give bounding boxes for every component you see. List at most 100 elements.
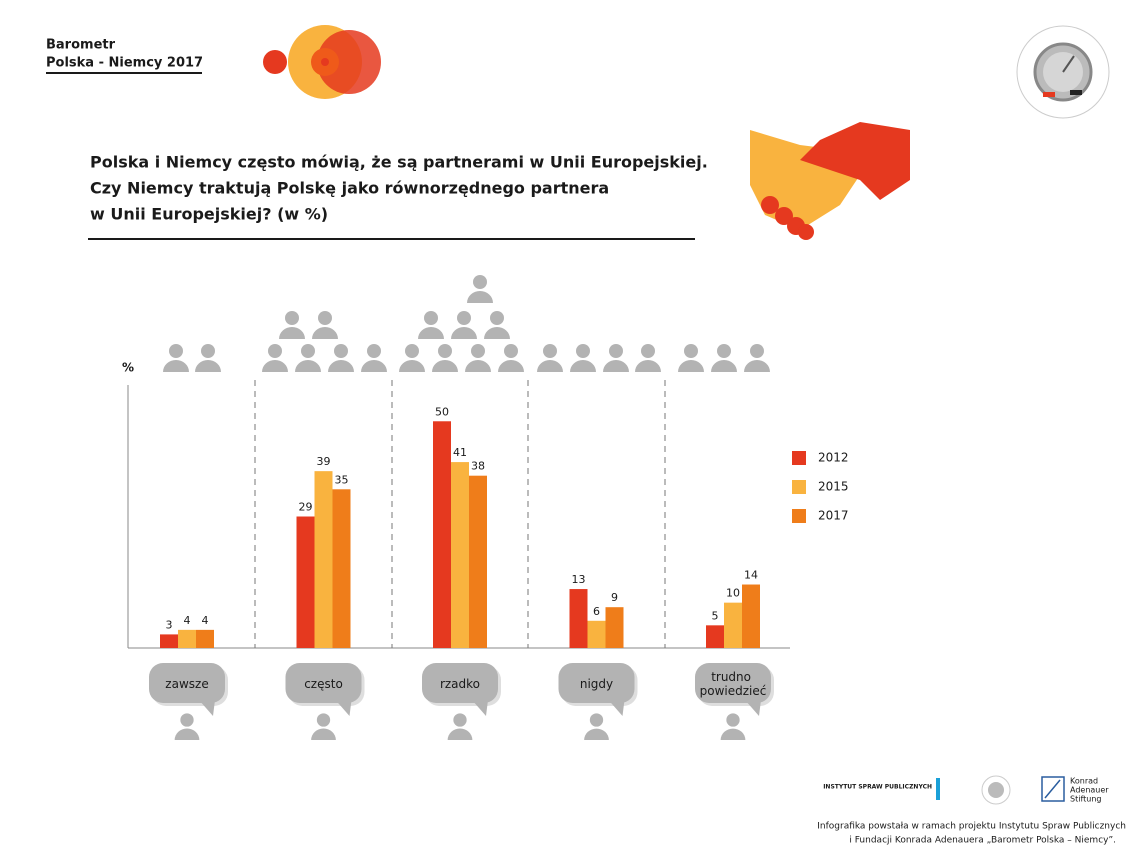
bar [724, 602, 742, 648]
person-body [570, 360, 596, 372]
bar [332, 489, 351, 648]
person-body [311, 728, 336, 740]
value-label: 29 [299, 501, 313, 514]
circles-logo [263, 25, 381, 99]
logo-text: Stiftung [1070, 795, 1101, 804]
bar [605, 607, 624, 648]
value-label: 41 [453, 446, 467, 459]
person-body [465, 360, 491, 372]
person-head [717, 344, 731, 358]
value-label: 10 [726, 587, 740, 600]
bubble-tail [335, 700, 352, 716]
person-head [201, 344, 215, 358]
legend-label: 2015 [818, 480, 849, 494]
legend-label: 2012 [818, 451, 849, 465]
bar [160, 634, 178, 648]
bar [178, 629, 196, 648]
value-label: 35 [335, 473, 349, 486]
bubble-tail [472, 700, 488, 716]
person-icon [163, 344, 189, 372]
person-icon [720, 713, 746, 740]
person-icon [174, 713, 200, 740]
person-body [399, 360, 425, 372]
value-label: 14 [744, 569, 758, 582]
bubble-tail [745, 700, 761, 716]
bar [314, 471, 333, 648]
logo-text: INSTYTUT SPRAW PUBLICZNYCH [823, 784, 932, 791]
legend-swatch [792, 509, 806, 523]
bar [587, 620, 606, 648]
person-body [174, 728, 200, 740]
person-icon [399, 344, 425, 372]
person-head [268, 344, 282, 358]
value-label: 13 [572, 573, 586, 586]
person-head [405, 344, 419, 358]
bubble-tail [608, 700, 625, 716]
logo-text: Adenauer [1070, 786, 1109, 795]
person-icon [465, 344, 491, 372]
person-head [726, 713, 740, 727]
person-head [504, 344, 518, 358]
bar [569, 589, 588, 648]
barometer-logo [1016, 25, 1110, 119]
bar [433, 421, 451, 648]
logo-text: Konrad [1070, 777, 1098, 786]
category-label: rzadko [440, 677, 480, 691]
value-label: 4 [202, 614, 209, 627]
person-head [576, 344, 590, 358]
person-body [537, 360, 563, 372]
person-head [316, 713, 331, 727]
category-label: nigdy [580, 677, 613, 691]
person-icon [361, 344, 387, 372]
person-icon [711, 344, 737, 372]
category-label: trudno powiedzieć [700, 670, 767, 698]
person-icon [467, 275, 493, 303]
person-icon [484, 311, 510, 339]
person-icon [537, 344, 563, 372]
person-head [750, 344, 764, 358]
bar [742, 584, 760, 648]
header-line: Polska - Niemcy 2017 [46, 56, 203, 71]
person-body [262, 360, 288, 372]
person-head [169, 344, 183, 358]
person-head [543, 344, 557, 358]
person-body [447, 728, 473, 740]
person-icon [451, 311, 477, 339]
bubble [422, 663, 498, 703]
value-label: 39 [317, 455, 331, 468]
person-body [361, 360, 387, 372]
person-icon [603, 344, 629, 372]
isp-logo: INSTYTUT SPRAW PUBLICZNYCH [823, 775, 1065, 805]
value-label: 3 [166, 618, 173, 631]
person-body [498, 360, 524, 372]
person-icon [279, 311, 305, 339]
person-head [438, 344, 452, 358]
person-body [744, 360, 770, 372]
person-head [424, 311, 438, 325]
category-label: często [304, 677, 343, 691]
person-icon [195, 344, 221, 372]
person-head [334, 344, 348, 358]
person-icon [418, 311, 444, 339]
person-head [453, 713, 467, 727]
person-body [678, 360, 704, 372]
category-label: zawsze [165, 677, 208, 691]
value-label: 38 [471, 460, 485, 473]
bar [451, 462, 469, 648]
person-head [367, 344, 381, 358]
person-head [473, 275, 487, 289]
footer-text: i Fundacji Konrada Adenauera „Barometr P… [849, 836, 1116, 846]
person-head [180, 713, 194, 727]
person-body [195, 360, 221, 372]
y-axis-label: % [122, 361, 134, 375]
person-icon [311, 713, 336, 740]
person-body [584, 728, 609, 740]
bubble [149, 663, 225, 703]
person-head [285, 311, 299, 325]
header-line: Barometr [46, 38, 116, 53]
person-body [279, 327, 305, 339]
person-body [312, 327, 338, 339]
person-icon [432, 344, 458, 372]
person-icon [312, 311, 338, 339]
bar [196, 629, 214, 648]
